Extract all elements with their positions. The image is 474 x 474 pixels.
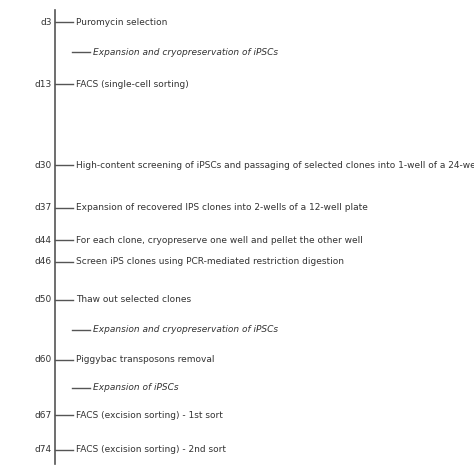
Text: High-content screening of iPSCs and passaging of selected clones into 1-well of : High-content screening of iPSCs and pass… — [76, 161, 474, 170]
Text: d13: d13 — [35, 80, 52, 89]
Text: FACS (excision sorting) - 2nd sort: FACS (excision sorting) - 2nd sort — [76, 446, 226, 455]
Text: FACS (excision sorting) - 1st sort: FACS (excision sorting) - 1st sort — [76, 410, 223, 419]
Text: d67: d67 — [35, 410, 52, 419]
Text: d3: d3 — [40, 18, 52, 27]
Text: d37: d37 — [35, 203, 52, 212]
Text: d44: d44 — [35, 236, 52, 245]
Text: Expansion and cryopreservation of iPSCs: Expansion and cryopreservation of iPSCs — [93, 326, 278, 335]
Text: Expansion and cryopreservation of iPSCs: Expansion and cryopreservation of iPSCs — [93, 47, 278, 56]
Text: Thaw out selected clones: Thaw out selected clones — [76, 295, 191, 304]
Text: Expansion of iPSCs: Expansion of iPSCs — [93, 383, 179, 392]
Text: d50: d50 — [35, 295, 52, 304]
Text: d30: d30 — [35, 161, 52, 170]
Text: Expansion of recovered IPS clones into 2-wells of a 12-well plate: Expansion of recovered IPS clones into 2… — [76, 203, 368, 212]
Text: d74: d74 — [35, 446, 52, 455]
Text: Piggybac transposons removal: Piggybac transposons removal — [76, 356, 215, 365]
Text: Puromycin selection: Puromycin selection — [76, 18, 167, 27]
Text: FACS (single-cell sorting): FACS (single-cell sorting) — [76, 80, 189, 89]
Text: d60: d60 — [35, 356, 52, 365]
Text: Screen iPS clones using PCR-mediated restriction digestion: Screen iPS clones using PCR-mediated res… — [76, 257, 344, 266]
Text: For each clone, cryopreserve one well and pellet the other well: For each clone, cryopreserve one well an… — [76, 236, 363, 245]
Text: d46: d46 — [35, 257, 52, 266]
